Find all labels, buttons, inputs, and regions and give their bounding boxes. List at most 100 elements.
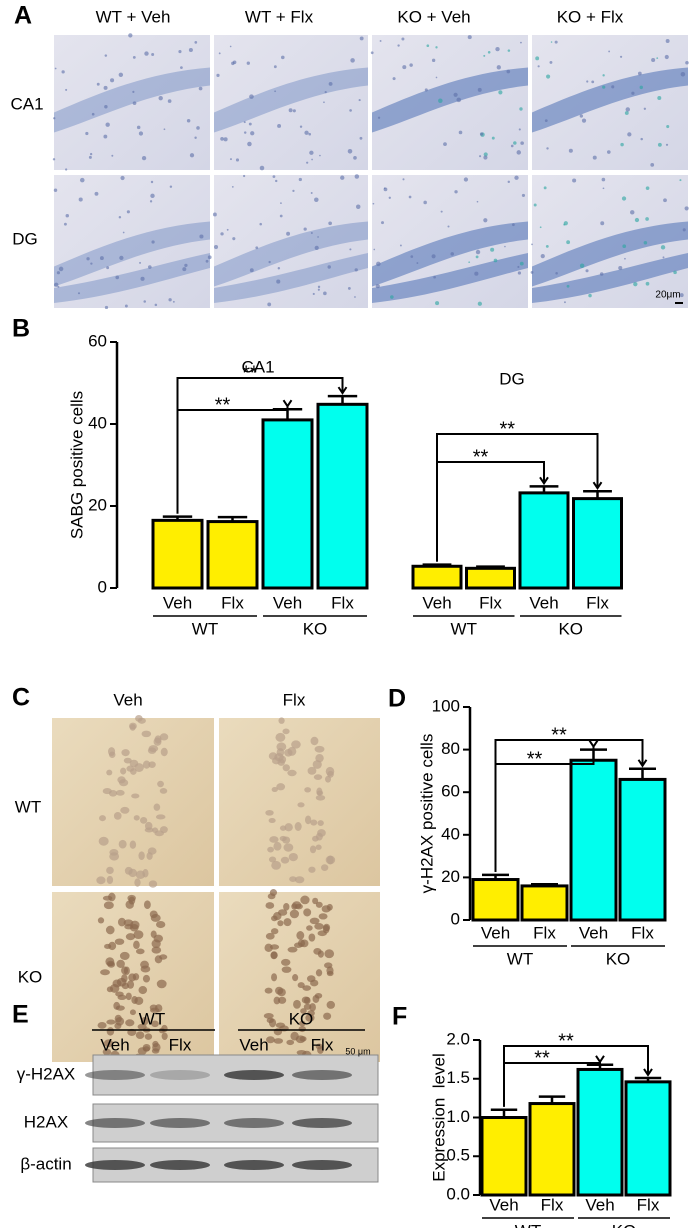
y-tick-label: 100 [432,696,460,715]
cell [520,41,522,44]
cell [235,158,240,162]
nucleus [267,893,276,900]
cell [621,196,627,201]
bar [528,1102,576,1197]
nucleus [287,746,297,756]
cell [194,41,198,44]
nucleus [133,930,144,939]
nucleus [104,1039,114,1048]
group-label: WT [515,1221,541,1228]
nucleus [308,933,316,942]
nucleus [140,960,149,969]
x-tick-label: Veh [163,593,192,612]
cell [666,125,670,129]
cell [323,101,325,104]
row-label: CA1 [10,94,43,113]
cell [277,266,281,270]
nucleus [133,815,140,821]
cell [662,256,665,259]
cell [104,305,109,310]
nucleus [153,934,164,943]
cell [292,189,295,193]
nucleus [128,973,137,982]
nucleus [265,809,274,816]
cell-layer [54,253,210,303]
cell [519,107,523,111]
cell [172,300,175,303]
nucleus [120,767,127,775]
y-tick-label: 40 [88,413,107,432]
bar [520,884,569,922]
bar [518,491,570,590]
cell [458,130,463,135]
nucleus [117,917,126,927]
cell [474,271,479,276]
cell [531,243,533,246]
cell [566,240,571,245]
cell [119,255,124,260]
cell [447,225,450,228]
nucleus [129,724,136,731]
nucleus [315,901,323,908]
cell [306,161,309,164]
cell [555,272,558,275]
cell [627,132,632,137]
cell [57,285,60,288]
cell [218,52,221,55]
cell [476,200,479,203]
cell [53,117,56,120]
nucleus [270,951,278,959]
cell [242,174,246,178]
lane-label: Veh [100,1035,129,1054]
cell [229,45,232,48]
cell [479,155,482,158]
group-label: WT [139,1009,165,1028]
cell [399,244,402,247]
cell [443,142,447,146]
nucleus [278,717,285,724]
row-label: WT [15,797,41,816]
significance-label: ** [499,418,515,440]
cell [128,33,133,38]
cell [151,240,155,244]
significance-label: ** [558,1030,574,1052]
cell [682,228,686,232]
cell [220,232,224,236]
nucleus [270,928,279,935]
cell [353,156,357,160]
cell-layer [372,67,528,133]
blot-row-label: H2AX [24,1112,68,1131]
nucleus [284,823,293,832]
nucleus [138,851,145,860]
nucleus [326,1000,336,1009]
cell [312,292,315,296]
cell [376,261,381,267]
bar [206,520,259,590]
cell [630,210,635,215]
nucleus [277,996,287,1004]
y-axis-label: Expression level [429,1053,448,1182]
cell [186,118,191,123]
cell [147,265,152,269]
cell [359,136,363,140]
nucleus [106,960,115,967]
cell [132,90,135,93]
nucleus [281,958,291,966]
cell [231,185,234,188]
cell [276,279,281,284]
cell [475,255,479,259]
nucleus [294,876,305,884]
cell [431,58,436,62]
nucleus [283,903,290,911]
cell [309,150,314,155]
cell-layer [532,221,688,287]
cell [545,244,549,248]
cell [124,304,128,308]
nucleus [106,866,114,875]
cell [86,257,90,261]
cell [477,87,482,92]
cell [685,60,689,65]
y-tick-label: 20 [441,867,460,886]
nucleus [277,758,285,766]
bar [471,878,520,922]
